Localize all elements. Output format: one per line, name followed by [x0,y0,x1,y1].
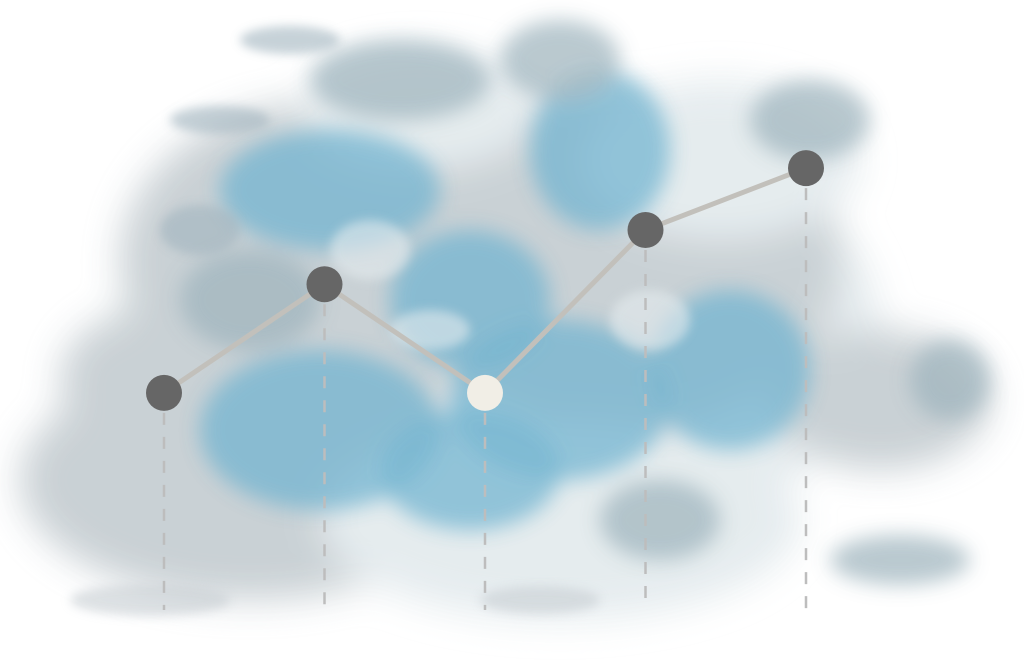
data-point-3[interactable] [627,212,664,248]
data-point-1[interactable] [306,266,343,303]
cloud-background [20,20,990,620]
data-point-highlighted[interactable] [467,374,503,411]
series-segment-0 [161,281,327,396]
series-segment-2 [482,227,648,396]
drop-lines [162,188,808,610]
data-point-4[interactable] [788,150,824,187]
data-point-0[interactable] [146,374,182,411]
data-markers [146,150,824,411]
series-line [161,165,809,396]
series-segment-1 [322,281,488,396]
series-segment-3 [643,165,809,233]
